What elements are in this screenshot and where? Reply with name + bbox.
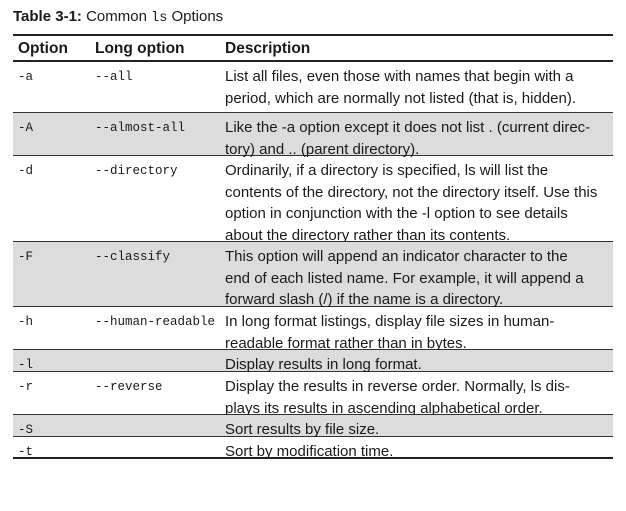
description-line: option in conjunction with the -l option… — [225, 205, 568, 222]
header-long-option: Long option — [95, 40, 185, 57]
description-line: about the directory rather than its cont… — [225, 226, 511, 244]
table-row: -A --almost-all Like the -a option except … — [13, 113, 613, 158]
table-row: -a --all List all files, even those with n… — [13, 62, 613, 113]
long-option-cell: --classify — [95, 250, 171, 264]
description-line: In long format listings, display file si… — [225, 313, 555, 330]
table-row: -t Sort by modification time. — [13, 437, 613, 460]
table-header-row: Option Long option Description — [13, 34, 613, 62]
table-caption-title: Common ls Options — [86, 8, 224, 26]
table-row: -h --human-readable In long format listing… — [13, 307, 613, 352]
description-line: contents of the directory, not the direc… — [225, 183, 598, 201]
description-line: Like the -a option except it does not li… — [225, 119, 591, 136]
description-line: Sort by modification time. — [225, 443, 394, 460]
header-option: Option — [18, 40, 68, 57]
description-line: tory) and .. (parent directory). — [225, 140, 420, 158]
description-cell: Like the -a option except it does not li… — [225, 117, 613, 160]
description-line: Sort results by file size. — [225, 421, 380, 438]
description-cell: List all files, even those with names th… — [225, 66, 613, 109]
description-line: readable format rather than in bytes. — [225, 334, 467, 352]
description-line: forward slash (/) if the name is a direc… — [225, 291, 504, 308]
option-cell: -l — [18, 358, 34, 372]
table-row: -F --classify This option will append an i… — [13, 242, 613, 308]
description-line: end of each listed name. For example, it… — [225, 269, 584, 287]
option-cell: -d — [18, 164, 34, 178]
description-cell: Sort results by file size. — [225, 419, 613, 441]
description-cell: This option will append an indicator cha… — [225, 246, 613, 311]
options-table: Option Long option Description -a --all Li… — [13, 34, 613, 460]
long-option-cell: --almost-all — [95, 121, 186, 135]
description-line: period, which are normally not listed (t… — [225, 89, 577, 107]
long-option-cell: --human-readable — [95, 315, 216, 329]
description-cell: Sort by modification time. — [225, 441, 613, 463]
description-cell: Display the results in reverse order. No… — [225, 376, 613, 419]
table-row: -r --reverse Display the results in revers… — [13, 372, 613, 417]
description-line: Ordinarily, if a directory is specified,… — [225, 162, 549, 179]
description-cell: Display results in long format. — [225, 354, 613, 376]
option-cell: -r — [18, 380, 34, 394]
table-caption-label: Table 3-1: — [13, 8, 82, 25]
description-line: This option will append an indicator cha… — [225, 248, 568, 265]
table-row: -l Display results in long format. — [13, 350, 613, 373]
description-line: Display the results in reverse order. No… — [225, 378, 570, 395]
long-option-cell: --all — [95, 70, 133, 84]
description-line: List all files, even those with names th… — [225, 68, 574, 85]
table-row: -d --directory Ordinarily, if a directory … — [13, 156, 613, 244]
option-cell: -a — [18, 70, 34, 84]
table-body: -a --all List all files, even those with n… — [13, 62, 613, 460]
description-line: plays its results in ascending alphabeti… — [225, 399, 543, 417]
option-cell: -S — [18, 423, 34, 437]
description-cell: Ordinarily, if a directory is specified,… — [225, 160, 613, 246]
description-line: Display results in long format. — [225, 356, 422, 373]
ls-command-code: ls — [151, 11, 168, 26]
long-option-cell: --reverse — [95, 380, 163, 394]
option-cell: -F — [18, 250, 34, 264]
option-cell: -A — [18, 121, 34, 135]
long-option-cell: --directory — [95, 164, 178, 178]
description-cell: In long format listings, display file si… — [225, 311, 613, 354]
table-row: -S Sort results by file size. — [13, 415, 613, 438]
table-caption: Table 3-1: Common ls Options — [13, 8, 223, 28]
option-cell: -h — [18, 315, 34, 329]
option-cell: -t — [18, 445, 34, 459]
header-description: Description — [225, 40, 311, 57]
